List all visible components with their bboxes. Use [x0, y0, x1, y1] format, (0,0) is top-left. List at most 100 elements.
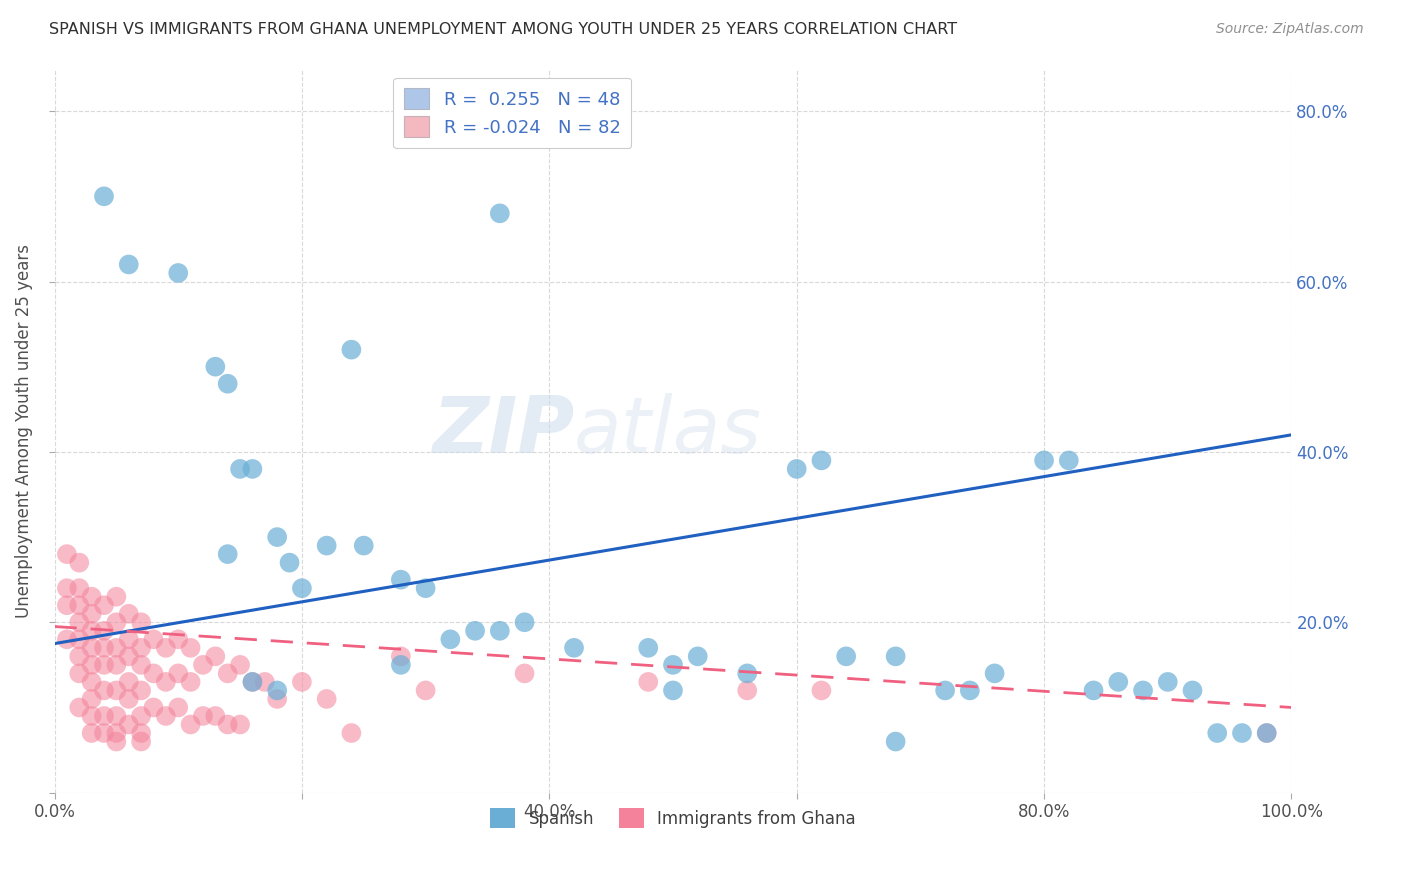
Point [67, 649, 90, 664]
Point [686, 649, 709, 664]
Point [67, 599, 90, 613]
Point [105, 734, 128, 748]
Point [67, 556, 90, 570]
Point [129, 683, 152, 698]
Legend: Spanish, Immigrants from Ghana: Spanish, Immigrants from Ghana [484, 801, 862, 835]
Point [637, 674, 659, 689]
Point [105, 657, 128, 672]
Point [662, 657, 685, 672]
Point [80, 624, 103, 638]
Point [204, 709, 226, 723]
Point [93, 709, 115, 723]
Point [56, 599, 79, 613]
Point [983, 666, 1005, 681]
Point [129, 640, 152, 655]
Point [118, 607, 141, 621]
Point [253, 674, 276, 689]
Point [129, 615, 152, 630]
Point [129, 657, 152, 672]
Point [340, 343, 363, 357]
Point [204, 359, 226, 374]
Point [105, 640, 128, 655]
Point [80, 590, 103, 604]
Point [155, 674, 177, 689]
Text: SPANISH VS IMMIGRANTS FROM GHANA UNEMPLOYMENT AMONG YOUTH UNDER 25 YEARS CORRELA: SPANISH VS IMMIGRANTS FROM GHANA UNEMPLO… [49, 22, 957, 37]
Point [155, 640, 177, 655]
Point [291, 581, 314, 595]
Point [513, 666, 536, 681]
Point [242, 462, 264, 476]
Point [217, 666, 239, 681]
Point [118, 649, 141, 664]
Point [242, 674, 264, 689]
Point [884, 649, 907, 664]
Point [67, 666, 90, 681]
Point [562, 640, 585, 655]
Text: Source: ZipAtlas.com: Source: ZipAtlas.com [1216, 22, 1364, 37]
Text: ZIP: ZIP [432, 392, 574, 468]
Point [67, 615, 90, 630]
Point [786, 462, 808, 476]
Point [56, 632, 79, 647]
Point [464, 624, 486, 638]
Point [56, 581, 79, 595]
Point [191, 657, 214, 672]
Point [439, 632, 461, 647]
Point [142, 632, 165, 647]
Point [315, 539, 337, 553]
Point [129, 709, 152, 723]
Point [637, 640, 659, 655]
Point [129, 734, 152, 748]
Point [810, 683, 832, 698]
Point [340, 726, 363, 740]
Point [180, 640, 202, 655]
Point [389, 573, 412, 587]
Point [1083, 683, 1105, 698]
Point [67, 581, 90, 595]
Point [415, 581, 437, 595]
Point [242, 674, 264, 689]
Point [80, 726, 103, 740]
Point [118, 257, 141, 271]
Y-axis label: Unemployment Among Youth under 25 years: Unemployment Among Youth under 25 years [15, 244, 32, 617]
Point [67, 700, 90, 714]
Point [1033, 453, 1056, 467]
Point [167, 700, 190, 714]
Point [167, 632, 190, 647]
Point [93, 599, 115, 613]
Point [278, 556, 301, 570]
Point [67, 632, 90, 647]
Point [142, 666, 165, 681]
Point [142, 700, 165, 714]
Point [167, 666, 190, 681]
Point [105, 726, 128, 740]
Point [155, 709, 177, 723]
Point [93, 657, 115, 672]
Point [56, 547, 79, 561]
Point [105, 615, 128, 630]
Point [229, 462, 252, 476]
Point [204, 649, 226, 664]
Point [291, 674, 314, 689]
Point [118, 717, 141, 731]
Point [180, 717, 202, 731]
Point [229, 717, 252, 731]
Point [415, 683, 437, 698]
Point [180, 674, 202, 689]
Point [1157, 674, 1180, 689]
Point [80, 692, 103, 706]
Point [167, 266, 190, 280]
Point [105, 683, 128, 698]
Point [118, 674, 141, 689]
Point [488, 206, 510, 220]
Point [80, 709, 103, 723]
Point [217, 376, 239, 391]
Point [118, 632, 141, 647]
Point [80, 640, 103, 655]
Point [80, 607, 103, 621]
Point [80, 674, 103, 689]
Point [93, 683, 115, 698]
Point [1181, 683, 1204, 698]
Point [105, 709, 128, 723]
Point [191, 709, 214, 723]
